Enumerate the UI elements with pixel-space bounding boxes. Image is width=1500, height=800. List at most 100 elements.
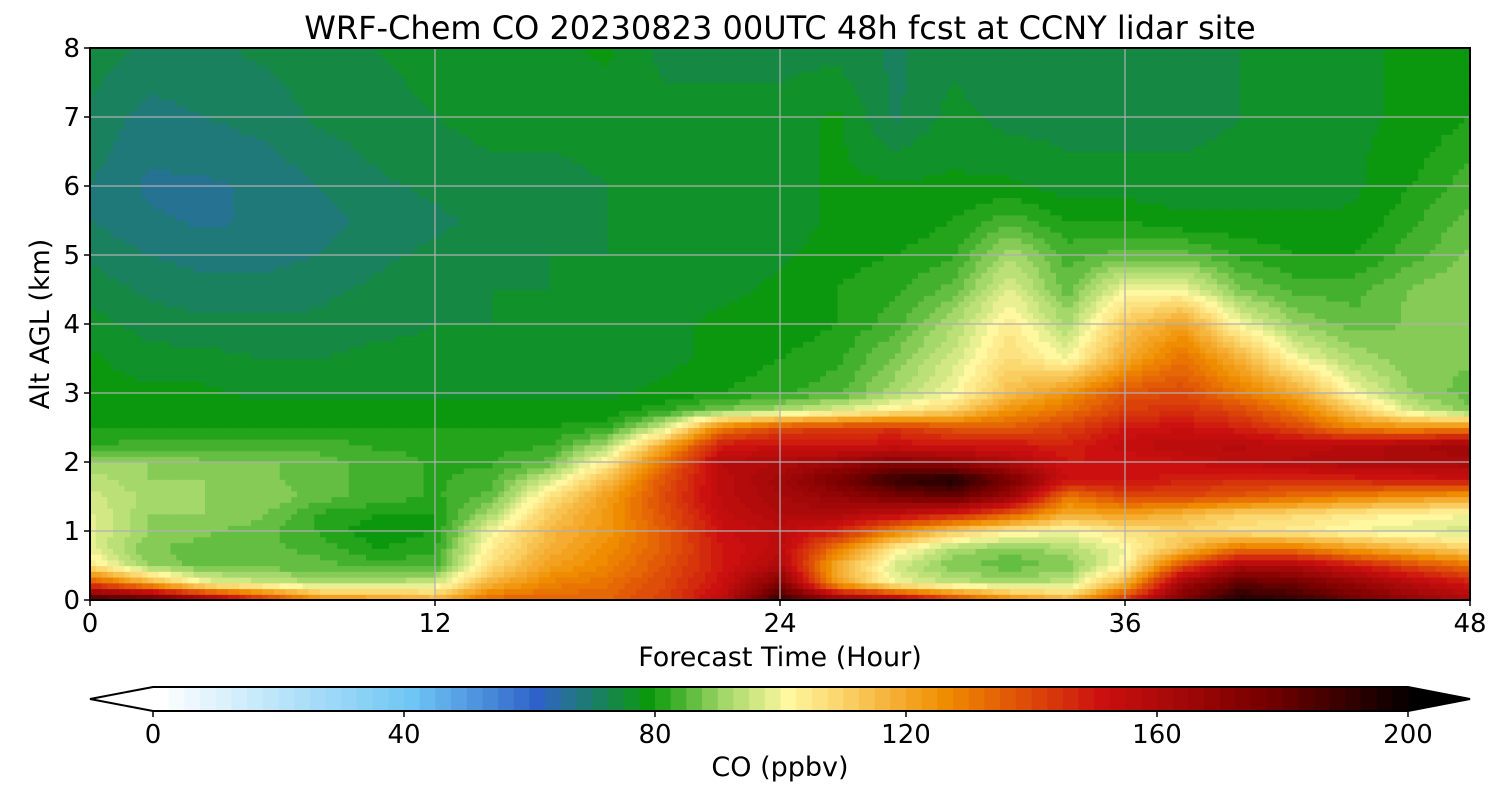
heatmap-cell <box>286 83 292 89</box>
heatmap-cell <box>297 140 303 146</box>
heatmap-cell <box>96 520 102 526</box>
heatmap-cell <box>107 117 113 123</box>
heatmap-cell <box>125 474 131 480</box>
heatmap-cell <box>107 520 113 526</box>
heatmap-cell <box>182 267 188 273</box>
heatmap-cell <box>240 272 246 278</box>
heatmap-cell <box>96 203 102 209</box>
heatmap-cell <box>205 393 211 399</box>
heatmap-cell <box>159 468 165 474</box>
heatmap-cell <box>355 267 361 273</box>
heatmap-cell <box>280 88 286 94</box>
heatmap-cell <box>314 577 320 583</box>
heatmap-cell <box>228 433 234 439</box>
heatmap-cell <box>332 324 338 330</box>
heatmap-cell <box>136 117 142 123</box>
heatmap-cell <box>182 514 188 520</box>
heatmap-cell <box>274 399 280 405</box>
heatmap-cell <box>222 238 228 244</box>
heatmap-cell <box>119 307 125 313</box>
heatmap-cell <box>326 537 332 543</box>
heatmap-cell <box>136 566 142 572</box>
heatmap-cell <box>136 290 142 296</box>
heatmap-cell <box>291 117 297 123</box>
heatmap-cell <box>332 370 338 376</box>
heatmap-cell <box>297 376 303 382</box>
heatmap-cell <box>355 295 361 301</box>
heatmap-cell <box>332 267 338 273</box>
heatmap-cell <box>383 353 389 359</box>
heatmap-cell <box>314 566 320 572</box>
heatmap-cell <box>222 106 228 112</box>
heatmap-cell <box>205 117 211 123</box>
heatmap-cell <box>217 238 223 244</box>
heatmap-cell <box>222 353 228 359</box>
heatmap-cell <box>159 560 165 566</box>
heatmap-cell <box>337 405 343 411</box>
heatmap-cell <box>274 261 280 267</box>
heatmap-cell <box>228 261 234 267</box>
heatmap-cell <box>176 106 182 112</box>
heatmap-cell <box>113 399 119 405</box>
heatmap-cell <box>107 376 113 382</box>
heatmap-cell <box>251 163 257 169</box>
heatmap-cell <box>314 192 320 198</box>
heatmap-cell <box>234 146 240 152</box>
heatmap-cell <box>257 479 263 485</box>
heatmap-cell <box>349 232 355 238</box>
heatmap-cell <box>355 198 361 204</box>
heatmap-cell <box>314 301 320 307</box>
heatmap-cell <box>217 451 223 457</box>
heatmap-cell <box>102 255 108 261</box>
heatmap-cell <box>240 508 246 514</box>
heatmap-cell <box>245 336 251 342</box>
heatmap-cell <box>268 129 274 135</box>
heatmap-cell <box>136 100 142 106</box>
heatmap-cell <box>199 295 205 301</box>
heatmap-cell <box>142 261 148 267</box>
heatmap-cell <box>130 364 136 370</box>
heatmap-cell <box>251 192 257 198</box>
heatmap-cell <box>360 560 366 566</box>
heatmap-cell <box>343 474 349 480</box>
heatmap-cell <box>222 313 228 319</box>
heatmap-cell <box>383 583 389 589</box>
heatmap-cell <box>297 583 303 589</box>
heatmap-cell <box>217 370 223 376</box>
heatmap-cell <box>159 301 165 307</box>
heatmap-cell <box>96 123 102 129</box>
heatmap-cell <box>280 353 286 359</box>
heatmap-cell <box>159 129 165 135</box>
heatmap-cell <box>366 117 372 123</box>
heatmap-cell <box>211 278 217 284</box>
heatmap-cell <box>355 157 361 163</box>
heatmap-cell <box>291 60 297 66</box>
heatmap-cell <box>349 485 355 491</box>
heatmap-cell <box>136 589 142 595</box>
heatmap-cell <box>245 301 251 307</box>
heatmap-cell <box>130 175 136 181</box>
heatmap-cell <box>280 226 286 232</box>
heatmap-cell <box>366 203 372 209</box>
heatmap-cell <box>291 370 297 376</box>
heatmap-cell <box>188 439 194 445</box>
heatmap-cell <box>228 422 234 428</box>
heatmap-cell <box>286 226 292 232</box>
heatmap-cell <box>176 272 182 278</box>
heatmap-cell <box>119 261 125 267</box>
heatmap-cell <box>96 508 102 514</box>
heatmap-cell <box>176 278 182 284</box>
heatmap-cell <box>113 313 119 319</box>
heatmap-cell <box>314 468 320 474</box>
heatmap-cell <box>182 439 188 445</box>
heatmap-cell <box>171 284 177 290</box>
heatmap-cell <box>372 106 378 112</box>
heatmap-cell <box>332 313 338 319</box>
heatmap-cell <box>383 376 389 382</box>
heatmap-cell <box>349 290 355 296</box>
heatmap-cell <box>383 364 389 370</box>
heatmap-cell <box>228 60 234 66</box>
heatmap-cell <box>372 359 378 365</box>
heatmap-cell <box>286 301 292 307</box>
heatmap-cell <box>130 307 136 313</box>
